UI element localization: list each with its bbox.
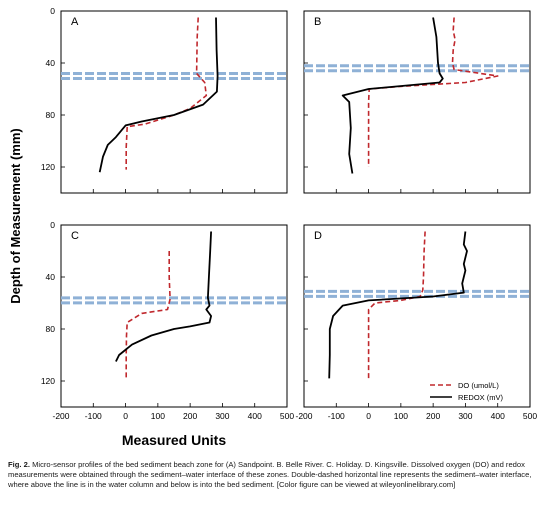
y-tick-label: 40 [46, 58, 56, 68]
redox-series-line [98, 17, 219, 173]
x-tick-label: 200 [426, 411, 440, 421]
chart-panel-c: -200 -100 0 100 200 300 400 500 0 40 80 120 C [41, 220, 295, 421]
y-tick-label: 120 [41, 376, 55, 386]
y-axis-label: Depth of Measurement (mm) [8, 128, 23, 304]
do-series-line [367, 231, 426, 381]
redox-series-line [115, 231, 213, 362]
y-tick-label: 120 [41, 162, 55, 172]
x-tick-label: 400 [248, 411, 262, 421]
redox-series-line [328, 231, 468, 379]
x-tick-label: 100 [151, 411, 165, 421]
caption-text: Micro-sensor profiles of the bed sedimen… [8, 460, 532, 490]
panel-label: B [314, 16, 321, 28]
panel-label: A [71, 16, 79, 28]
x-tick-label: 0 [123, 411, 128, 421]
do-series-line [367, 17, 499, 167]
chart-panel-d: -200 -100 0 100 200 300 400 500 D [295, 224, 537, 421]
x-tick-label: 400 [491, 411, 505, 421]
x-tick-label: -200 [295, 411, 312, 421]
legend-entry: REDOX (mV) [458, 393, 504, 402]
plot-frame [303, 10, 531, 194]
legend: DO (umol/L) REDOX (mV) [430, 381, 504, 402]
x-tick-label: 500 [523, 411, 537, 421]
figure-caption: Fig. 2. Micro-sensor profiles of the bed… [8, 460, 546, 491]
legend-entry: DO (umol/L) [458, 381, 499, 390]
y-tick-label: 0 [50, 220, 55, 230]
x-tick-label: -200 [52, 411, 69, 421]
y-tick-label: 80 [46, 110, 56, 120]
y-tick-label: 80 [46, 324, 56, 334]
plot-frame [303, 224, 531, 408]
y-tick-label: 0 [50, 6, 55, 16]
x-tick-label: 300 [215, 411, 229, 421]
plot-frame [60, 224, 288, 408]
chart-panel-a: 0 40 80 120 A [41, 6, 288, 194]
figure: Depth of Measurement (mm) Measured Units… [8, 6, 538, 448]
do-series-line [125, 17, 208, 170]
do-series-line [125, 251, 171, 379]
chart-panel-b: B [303, 10, 531, 194]
x-tick-label: 500 [280, 411, 294, 421]
x-tick-label: -100 [328, 411, 345, 421]
x-axis-label: Measured Units [122, 432, 226, 448]
y-tick-label: 40 [46, 272, 56, 282]
x-tick-label: 100 [394, 411, 408, 421]
x-tick-label: 300 [458, 411, 472, 421]
x-tick-label: -100 [85, 411, 102, 421]
caption-label: Fig. 2. [8, 460, 30, 469]
panel-label: D [314, 230, 322, 242]
plot-frame [60, 10, 288, 194]
redox-series-line [341, 17, 444, 174]
x-tick-label: 0 [366, 411, 371, 421]
panels: 0 40 80 120 A B -200 -100 0 100 200 300 400 500 0 40 80 1… [41, 6, 538, 421]
panel-label: C [71, 230, 79, 242]
x-tick-label: 200 [183, 411, 197, 421]
